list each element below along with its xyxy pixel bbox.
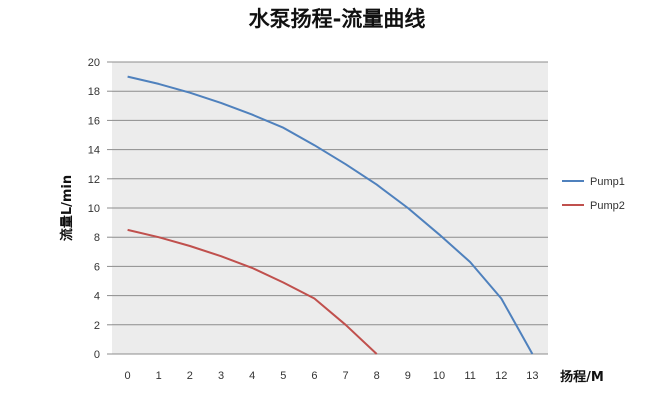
y-tick-label: 2 (94, 320, 100, 332)
legend-label-pump1: Pump1 (590, 176, 625, 188)
legend: Pump1 Pump2 (562, 176, 625, 212)
y-tick-label: 4 (94, 291, 100, 303)
x-tick-label: 1 (156, 370, 162, 382)
x-tick-label: 13 (526, 370, 538, 382)
x-tick-label: 4 (249, 370, 255, 382)
x-tick-label: 0 (125, 370, 131, 382)
grid-lines (112, 61, 548, 355)
y-tick-label: 12 (88, 174, 100, 186)
legend-label-pump2: Pump2 (590, 200, 625, 212)
x-tick-label: 9 (405, 370, 411, 382)
y-tick-label: 14 (88, 145, 100, 157)
x-tick-label: 12 (495, 370, 507, 382)
series-line-pump2 (127, 228, 378, 355)
chart-title: 水泵扬程-流量曲线 (249, 7, 426, 31)
x-axis-title: 扬程/M (560, 369, 604, 385)
y-tick-label: 18 (88, 86, 100, 98)
y-axis-title: 流量L/min (59, 175, 75, 241)
y-tick-label: 0 (94, 349, 100, 361)
x-tick-label: 2 (187, 370, 193, 382)
x-tick-label: 7 (343, 370, 349, 382)
x-tick-label: 8 (374, 370, 380, 382)
x-tick-label: 3 (218, 370, 224, 382)
series-line-pump1 (127, 75, 534, 355)
y-axis-ticks: 0 2 4 6 8 10 12 14 16 18 20 (88, 57, 112, 361)
y-tick-label: 10 (88, 203, 100, 215)
x-tick-label: 10 (433, 370, 445, 382)
x-tick-label: 6 (311, 370, 317, 382)
x-tick-label: 11 (464, 370, 475, 382)
y-tick-label: 8 (94, 232, 100, 244)
x-tick-label: 5 (280, 370, 286, 382)
x-axis-ticks: 0 1 2 3 4 5 6 7 8 9 10 11 12 13 (125, 370, 539, 382)
series-lines (127, 75, 534, 355)
y-tick-label: 16 (88, 115, 100, 127)
y-tick-label: 6 (94, 261, 100, 273)
y-tick-label: 20 (88, 57, 100, 69)
